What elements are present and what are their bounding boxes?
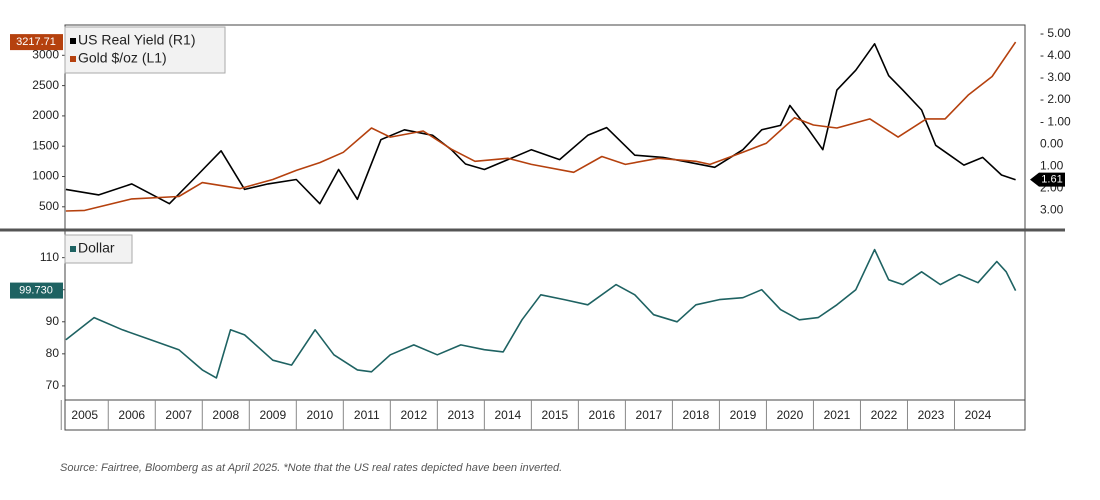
legend-swatch	[70, 38, 76, 44]
x-tick-label: 2024	[965, 408, 992, 422]
value-tag-label: 99.730	[19, 284, 53, 296]
x-tick-label: 2013	[447, 408, 474, 422]
y2-tick-label: - 4.00	[1040, 48, 1071, 62]
y-tick-label: 2500	[32, 78, 59, 92]
x-tick-label: 2022	[871, 408, 898, 422]
value-tag-label: 3217.71	[16, 36, 56, 48]
y2-tick-label: - 3.00	[1040, 70, 1071, 84]
series-line	[65, 41, 1017, 212]
x-tick-label: 2010	[306, 408, 333, 422]
value-tag	[10, 282, 63, 299]
y-tick-label: 1000	[32, 169, 59, 183]
x-tick-label: 2011	[354, 408, 380, 422]
value-tag	[10, 34, 63, 51]
x-tick-label: 2017	[636, 408, 663, 422]
y2-tick-label: 3.00	[1040, 203, 1064, 217]
plot-frame	[64, 24, 1026, 401]
legend-swatch	[70, 56, 76, 62]
x-tick-label: 2016	[589, 408, 616, 422]
x-tick-label: 2018	[683, 408, 710, 422]
legend-label: US Real Yield (R1)	[78, 32, 196, 48]
y2-tick-label: 0.00	[1040, 136, 1064, 150]
y2-tick-label: - 1.00	[1040, 114, 1071, 128]
x-tick-label: 2009	[259, 408, 286, 422]
y-tick-label: 2000	[32, 108, 59, 122]
x-tick-label: 2019	[730, 408, 757, 422]
x-tick-label: 2006	[118, 408, 145, 422]
y-tick-label: 500	[39, 199, 59, 213]
y2-tick-label: - 2.00	[1040, 92, 1071, 106]
x-tick-label: 2012	[400, 408, 427, 422]
value-tag	[1030, 172, 1065, 187]
legend-box	[64, 234, 133, 264]
x-axis-frame	[64, 399, 1026, 431]
footnote: Source: Fairtree, Bloomberg as at April …	[60, 462, 562, 474]
y-tick-label: 80	[46, 346, 60, 360]
legend-box	[64, 26, 226, 74]
y-tick-label: 1500	[32, 138, 59, 152]
x-tick-label: 2008	[212, 408, 239, 422]
legend-swatch	[70, 246, 76, 252]
legend-label: Gold $/oz (L1)	[78, 50, 167, 66]
series-line	[65, 42, 1016, 205]
x-tick-label: 2023	[918, 408, 945, 422]
value-tag-label: 1.61	[1041, 174, 1062, 186]
x-tick-label: 2014	[495, 408, 522, 422]
series-line	[65, 248, 1017, 379]
x-tick-label: 2015	[542, 408, 569, 422]
y2-tick-label: - 5.00	[1040, 26, 1071, 40]
x-tick-label: 2007	[165, 408, 192, 422]
x-tick-label: 2005	[71, 408, 98, 422]
y-tick-label: 110	[40, 250, 59, 264]
y-tick-label: 90	[46, 314, 60, 328]
y-tick-label: 70	[46, 378, 60, 392]
legend-label: Dollar	[78, 240, 115, 256]
y2-tick-label: 1.00	[1040, 158, 1064, 172]
x-tick-label: 2021	[824, 408, 851, 422]
x-tick-label: 2020	[777, 408, 804, 422]
y-tick-label: 3000	[32, 47, 59, 61]
